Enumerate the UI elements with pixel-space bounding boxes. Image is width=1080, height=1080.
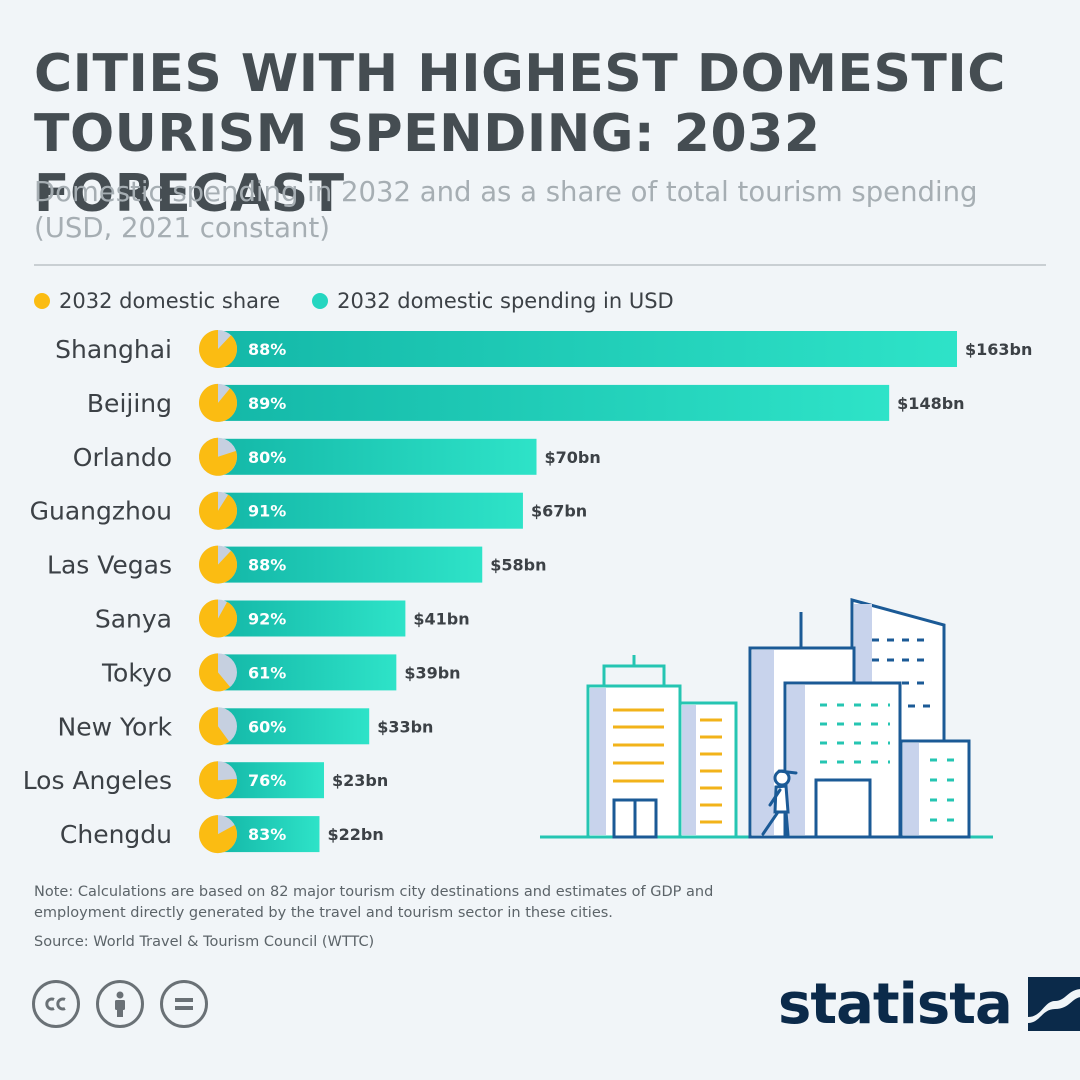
share-pie — [198, 491, 237, 530]
no-derivatives-icon[interactable] — [160, 980, 208, 1028]
share-pie-wedge — [199, 545, 238, 584]
share-value-label: 91% — [248, 502, 286, 521]
statista-logo[interactable]: statista — [778, 971, 1080, 1037]
category-label: Las Vegas — [47, 551, 172, 580]
city-illustration — [540, 598, 993, 839]
share-pie-wedge — [198, 761, 237, 800]
category-label: Sanya — [95, 605, 172, 634]
share-pie-wedge — [198, 599, 237, 638]
share-pie — [199, 707, 237, 746]
chart-note: Note: Calculations are based on 82 major… — [34, 884, 714, 921]
share-value-label: 83% — [248, 825, 286, 844]
share-value-label: 89% — [248, 394, 286, 413]
category-label: Beijing — [87, 389, 172, 418]
chart-row: Shanghai $163bn 88% — [55, 330, 1032, 369]
spending-bar — [220, 331, 957, 367]
spending-bar — [220, 438, 537, 475]
spending-value-label: $58bn — [490, 556, 546, 575]
spending-bar — [220, 762, 324, 799]
brand-wordmark: statista — [778, 971, 1013, 1037]
share-pie — [198, 383, 237, 422]
chart-row: Los Angeles $23bn 76% — [23, 761, 388, 800]
share-pie-wedge — [198, 815, 237, 854]
spending-bar — [220, 384, 890, 421]
share-pie-wedge — [199, 330, 238, 369]
chart-rows: Shanghai $163bn 88% Beijing $148bn 89% Orlando… — [23, 330, 1032, 854]
legend-label-share: 2032 domestic share — [59, 289, 281, 313]
chart-row: Orlando $70bn 80% — [73, 437, 601, 476]
chart-row: Beijing $148bn 89% — [87, 383, 965, 422]
walking-person-icon — [761, 769, 798, 837]
category-label: Tokyo — [101, 658, 172, 687]
spending-value-label: $39bn — [404, 663, 460, 682]
spending-bar — [220, 600, 406, 637]
spending-bar — [220, 492, 523, 529]
legend-swatch-share — [34, 293, 50, 309]
chart-row: Chengdu $22bn 83% — [60, 815, 384, 854]
cc-icon[interactable] — [32, 980, 80, 1028]
chart-row: Guangzhou $67bn 91% — [30, 491, 587, 530]
share-pie — [198, 599, 237, 638]
bar-chart: Shanghai $163bn 88% Beijing $148bn 89% Orlando… — [23, 330, 1032, 854]
legend-swatch-spending — [312, 293, 329, 309]
category-label: Orlando — [73, 443, 172, 472]
share-value-label: 88% — [248, 556, 286, 575]
share-pie — [198, 815, 237, 854]
spending-value-label: $33bn — [377, 717, 433, 736]
share-pie — [198, 761, 237, 800]
spending-value-label: $148bn — [897, 394, 964, 413]
spending-bar — [220, 708, 370, 745]
license-icons — [32, 980, 224, 1028]
share-pie-wedge — [199, 707, 230, 746]
legend: 2032 domestic share 2032 domestic spendi… — [34, 285, 706, 317]
chart-source: Source: World Travel & Tourism Council (… — [34, 934, 375, 950]
share-pie-wedge — [198, 383, 237, 422]
category-label: Los Angeles — [23, 766, 172, 795]
chart-subtitle: Domestic spending in 2032 and as a share… — [34, 176, 978, 244]
share-value-label: 76% — [248, 771, 286, 790]
spending-bar — [220, 546, 483, 583]
legend-item-spending: 2032 domestic spending in USD — [312, 289, 674, 313]
share-pie — [199, 545, 238, 584]
share-value-label: 60% — [248, 717, 286, 736]
share-value-label: 80% — [248, 448, 286, 467]
share-value-label: 61% — [248, 663, 286, 682]
share-pie-wedge — [198, 653, 231, 692]
chart-row: Las Vegas $58bn 88% — [47, 545, 546, 584]
category-label: New York — [58, 712, 173, 741]
spending-bar — [220, 654, 397, 691]
spending-value-label: $67bn — [531, 502, 587, 521]
category-label: Shanghai — [55, 335, 172, 364]
chart-row: Sanya $41bn 92% — [95, 599, 470, 638]
share-value-label: 88% — [248, 340, 286, 359]
share-pie — [199, 330, 238, 369]
share-pie — [198, 437, 237, 476]
share-pie — [198, 653, 237, 692]
attribution-icon[interactable] — [96, 980, 144, 1028]
category-label: Chengdu — [60, 820, 172, 849]
chart-row: Tokyo $39bn 61% — [101, 653, 461, 692]
chart-title: CITIES WITH HIGHEST DOMESTIC TOURISM SPE… — [34, 44, 1006, 224]
statista-mark-icon — [1027, 977, 1080, 1031]
chart-row: New York $33bn 60% — [58, 707, 433, 746]
share-value-label: 92% — [248, 610, 286, 629]
legend-item-share: 2032 domestic share — [34, 289, 280, 313]
spending-value-label: $41bn — [413, 610, 469, 629]
legend-label-spending: 2032 domestic spending in USD — [337, 289, 674, 313]
share-pie-wedge — [198, 491, 237, 530]
spending-value-label: $70bn — [545, 448, 601, 467]
share-pie-wedge — [198, 437, 237, 476]
header-divider — [34, 264, 1046, 266]
category-label: Guangzhou — [30, 497, 172, 526]
spending-value-label: $163bn — [965, 340, 1032, 359]
spending-value-label: $23bn — [332, 771, 388, 790]
spending-value-label: $22bn — [327, 825, 383, 844]
